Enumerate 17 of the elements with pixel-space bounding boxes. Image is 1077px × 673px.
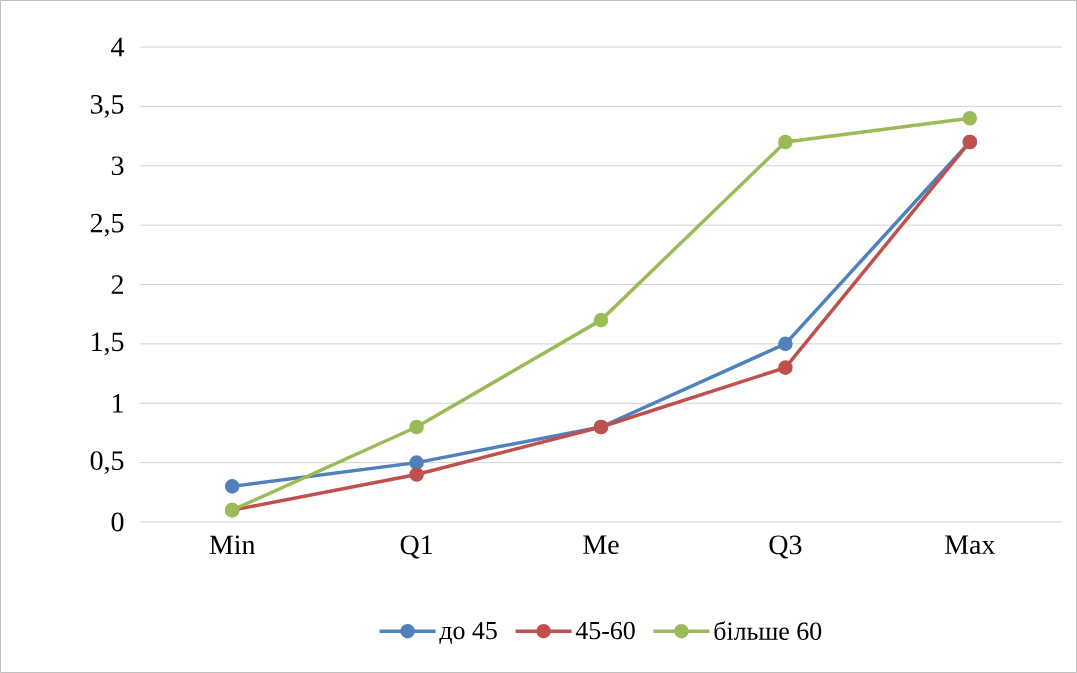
x-tick-label: Q3	[769, 535, 802, 559]
y-tick-label: 0,5	[90, 451, 124, 475]
x-tick-label: Q1	[400, 535, 432, 559]
y-tick-label: 4	[111, 37, 125, 57]
y-tick-label: 1	[112, 394, 123, 413]
y-tick-label: 3,5	[90, 95, 124, 118]
y-tick-label: 1,5	[92, 332, 124, 356]
x-tick-label: Min	[209, 535, 256, 554]
y-tick-label: 2	[111, 275, 123, 294]
legend-label: більше 60	[714, 621, 822, 640]
y-tick-label: 2,5	[90, 213, 124, 237]
x-tick-label: Me	[583, 535, 619, 555]
legend-label: 45-60	[575, 621, 635, 640]
y-tick-label: 0	[111, 512, 124, 532]
legend-label: до 45	[439, 621, 497, 644]
y-tick-label: 3	[111, 156, 124, 176]
x-tick-label: Max	[945, 535, 996, 555]
